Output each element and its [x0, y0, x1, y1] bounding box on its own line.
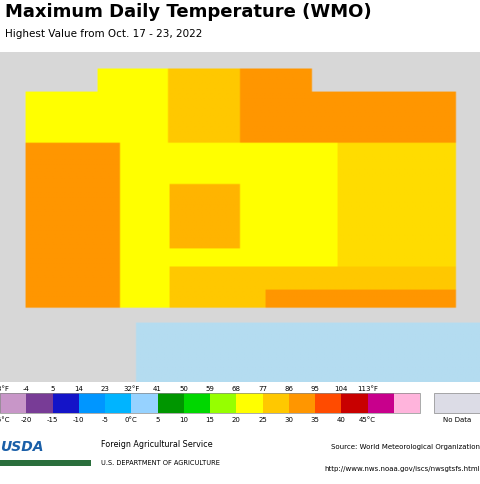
- Bar: [210, 393, 236, 413]
- Text: Highest Value from Oct. 17 - 23, 2022: Highest Value from Oct. 17 - 23, 2022: [5, 29, 202, 39]
- Text: 41: 41: [153, 385, 162, 391]
- Text: No Data: No Data: [443, 416, 471, 423]
- Bar: [289, 393, 315, 413]
- Bar: [0, 393, 26, 413]
- Bar: [263, 393, 289, 413]
- Text: 86: 86: [284, 385, 293, 391]
- Text: 50: 50: [180, 385, 188, 391]
- Bar: [79, 393, 105, 413]
- Text: 0°C: 0°C: [125, 416, 138, 423]
- Bar: [52, 393, 79, 413]
- Bar: [26, 393, 52, 413]
- Bar: [315, 393, 341, 413]
- Text: 5: 5: [156, 416, 160, 423]
- Text: USDA: USDA: [0, 439, 44, 454]
- Text: 104: 104: [335, 385, 348, 391]
- Text: 77: 77: [258, 385, 267, 391]
- Text: U.S. DEPARTMENT OF AGRICULTURE: U.S. DEPARTMENT OF AGRICULTURE: [101, 459, 220, 465]
- Text: 30: 30: [284, 416, 293, 423]
- Bar: [131, 393, 157, 413]
- Text: 95: 95: [311, 385, 319, 391]
- Text: Foreign Agricultural Service: Foreign Agricultural Service: [101, 439, 213, 449]
- Text: 68: 68: [232, 385, 241, 391]
- Bar: [184, 393, 210, 413]
- Text: 25: 25: [258, 416, 267, 423]
- Text: 23: 23: [101, 385, 109, 391]
- Text: 59: 59: [205, 385, 215, 391]
- Bar: [105, 393, 131, 413]
- Bar: [368, 393, 394, 413]
- Text: 20: 20: [232, 416, 240, 423]
- Text: Source: World Meteorological Organization: Source: World Meteorological Organizatio…: [331, 443, 480, 449]
- Bar: [157, 393, 184, 413]
- Text: 15: 15: [205, 416, 215, 423]
- Text: -13°F: -13°F: [0, 385, 10, 391]
- Bar: [394, 393, 420, 413]
- Text: -4: -4: [23, 385, 30, 391]
- Text: 14: 14: [74, 385, 83, 391]
- Text: 35: 35: [311, 416, 319, 423]
- Bar: [341, 393, 368, 413]
- Bar: [0, 393, 420, 413]
- Text: Maximum Daily Temperature (WMO): Maximum Daily Temperature (WMO): [5, 3, 372, 21]
- Bar: [120, 310, 480, 382]
- Text: 32°F: 32°F: [123, 385, 139, 391]
- Text: -5: -5: [102, 416, 108, 423]
- Text: -25°C: -25°C: [0, 416, 10, 423]
- Text: 40: 40: [337, 416, 346, 423]
- Text: -10: -10: [73, 416, 84, 423]
- Text: http://www.nws.noaa.gov/iscs/nwsgtsfs.html: http://www.nws.noaa.gov/iscs/nwsgtsfs.ht…: [324, 465, 480, 470]
- Text: -20: -20: [21, 416, 32, 423]
- Bar: [0, 460, 91, 466]
- Text: 5: 5: [50, 385, 55, 391]
- Text: 10: 10: [179, 416, 188, 423]
- Text: 45°C: 45°C: [359, 416, 376, 423]
- Bar: [236, 393, 263, 413]
- Text: -15: -15: [47, 416, 58, 423]
- Bar: [434, 393, 480, 413]
- Text: 113°F: 113°F: [357, 385, 378, 391]
